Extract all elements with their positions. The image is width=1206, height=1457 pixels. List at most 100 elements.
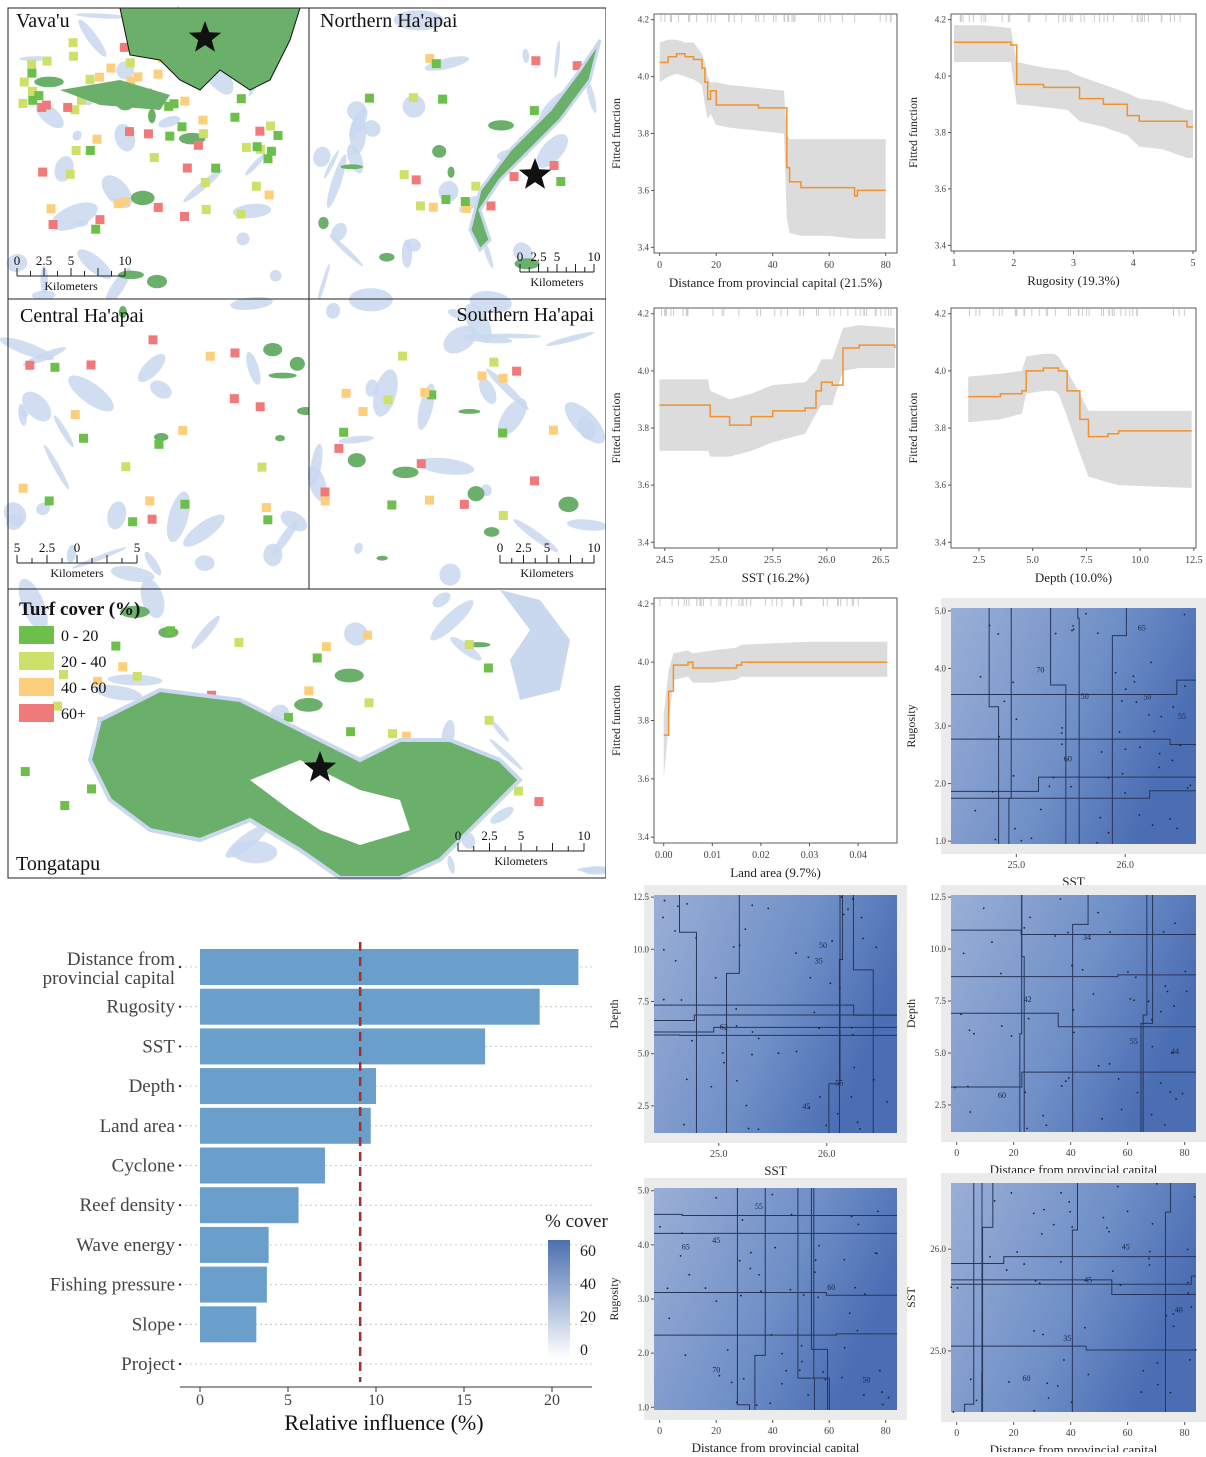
colorbar-label: 40	[580, 1276, 596, 1293]
data-point	[862, 938, 864, 940]
data-point	[1015, 718, 1017, 720]
y-axis-title: Rugosity	[607, 1277, 621, 1320]
category-label: Rugosity	[106, 997, 175, 1018]
data-point	[1040, 809, 1042, 811]
survey-site-square	[531, 56, 540, 65]
data-point	[1119, 731, 1121, 733]
x-tick-label: 20	[544, 1392, 560, 1409]
data-point	[858, 1224, 860, 1226]
data-point	[983, 907, 985, 909]
x-tick-label: 25.5	[764, 555, 782, 566]
x-tick-label: 5.0	[1026, 555, 1039, 566]
data-point	[1061, 727, 1063, 729]
contour-label: 55	[1178, 712, 1186, 721]
land-shape	[269, 373, 297, 379]
survey-site-square	[425, 496, 434, 505]
data-point	[807, 1394, 809, 1396]
data-point	[791, 1214, 793, 1216]
survey-site-square	[106, 64, 115, 73]
data-point	[1016, 1251, 1018, 1253]
survey-site-square	[114, 199, 123, 208]
data-point	[839, 987, 841, 989]
y-tick-label: 26.0	[930, 1244, 946, 1254]
data-point	[1097, 632, 1099, 634]
data-point	[758, 1128, 760, 1130]
scale-bar-label: 5	[518, 828, 525, 843]
y-tick-label: 4.0	[638, 657, 650, 667]
data-point	[1049, 785, 1051, 787]
y-tick-label: 4.0	[638, 72, 650, 82]
data-point	[1101, 1118, 1103, 1120]
data-point	[1118, 1078, 1120, 1080]
survey-site-square	[72, 146, 81, 155]
legend-swatch	[19, 652, 54, 670]
data-point	[954, 1087, 956, 1089]
data-point	[742, 1219, 744, 1221]
data-point	[1179, 744, 1181, 746]
contour-label: 45	[1122, 1243, 1130, 1252]
data-point	[1170, 1392, 1172, 1394]
data-point	[1071, 965, 1073, 967]
data-point	[1148, 714, 1150, 716]
data-point	[1042, 1115, 1044, 1117]
survey-site-square	[230, 394, 239, 403]
scale-bar-label: 5	[14, 540, 21, 555]
legend-label: 20 - 40	[61, 654, 106, 671]
x-tick-label: 25.0	[1008, 860, 1026, 871]
survey-site-square	[322, 642, 331, 651]
data-point	[967, 1086, 969, 1088]
y-tick-label: 5.0	[935, 606, 947, 616]
x-tick-label: 40	[768, 1426, 778, 1437]
scale-bar-label: 0	[497, 540, 504, 555]
data-point	[743, 1378, 745, 1380]
data-point	[829, 982, 831, 984]
data-point	[1033, 1213, 1035, 1215]
data-point	[1023, 927, 1025, 929]
data-point	[1160, 716, 1162, 718]
data-point	[817, 1297, 819, 1299]
data-point	[818, 1027, 820, 1029]
land-shape	[131, 191, 155, 205]
y-tick-label: 3.4	[935, 240, 947, 250]
influence-bar	[200, 1227, 269, 1263]
data-point	[735, 1008, 737, 1010]
x-tick-label: 80	[1180, 1148, 1190, 1159]
data-point	[1173, 1325, 1175, 1327]
survey-site-square	[256, 402, 265, 411]
data-point	[1003, 700, 1005, 702]
contour-label: 35	[815, 957, 823, 966]
survey-site-square	[34, 91, 43, 100]
data-point	[1117, 1186, 1119, 1188]
y-tick-label: 1.0	[638, 1402, 650, 1412]
data-point	[674, 930, 676, 932]
category-tick	[179, 966, 181, 968]
x-tick-label: 2.5	[973, 555, 986, 566]
x-tick-label: 20	[1009, 1148, 1019, 1159]
data-point	[819, 1096, 821, 1098]
reef-water-shape	[402, 240, 412, 268]
data-point	[1035, 1280, 1037, 1282]
survey-site-square	[364, 698, 373, 707]
data-point	[1190, 1306, 1192, 1308]
data-point	[758, 1274, 760, 1276]
survey-site-square	[201, 178, 210, 187]
survey-site-square	[202, 205, 211, 214]
land-shape	[147, 275, 167, 288]
survey-site-square	[95, 73, 104, 82]
contour-label: 34	[1083, 933, 1091, 942]
data-point	[1109, 1063, 1111, 1065]
data-point	[1160, 1011, 1162, 1013]
data-point	[989, 1256, 991, 1258]
data-point	[1098, 1065, 1100, 1067]
survey-site-square	[363, 631, 372, 640]
data-point	[1013, 775, 1015, 777]
contour-label: 55	[1130, 1037, 1138, 1046]
survey-site-square	[47, 204, 56, 213]
land-shape	[558, 497, 578, 513]
data-point	[1060, 1192, 1062, 1194]
data-point	[1101, 751, 1103, 753]
y-tick-label: 3.6	[638, 480, 650, 490]
survey-site-square	[432, 59, 441, 68]
data-point	[1129, 998, 1131, 1000]
data-point	[733, 946, 735, 948]
